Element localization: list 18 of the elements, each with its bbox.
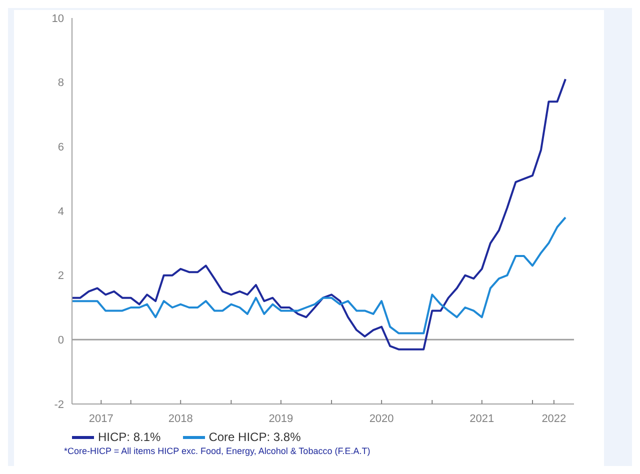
y-tick-label: -2 bbox=[54, 398, 64, 411]
line-series bbox=[72, 216, 566, 334]
x-tick-label: 2022 bbox=[542, 412, 566, 425]
legend-label: Core HICP: 3.8% bbox=[208, 430, 301, 444]
line-series bbox=[72, 78, 566, 350]
x-tick-label: 2018 bbox=[168, 412, 193, 425]
x-tick-label: 2017 bbox=[88, 412, 114, 425]
legend-label: HICP: 8.1% bbox=[98, 430, 161, 444]
x-tick-label: 2019 bbox=[268, 412, 294, 425]
x-tick-label: 2020 bbox=[369, 412, 394, 425]
x-tick-label: 2021 bbox=[470, 412, 494, 425]
y-tick-label: 10 bbox=[52, 12, 64, 25]
y-tick-label: 2 bbox=[58, 270, 64, 282]
y-tick-label: 4 bbox=[58, 206, 64, 218]
text: *Core-HICP = All items HICP exc. Food, Energy, Alcohol & Tobacco (F.E.A.T) bbox=[64, 446, 372, 456]
y-tick-label: 6 bbox=[58, 142, 64, 154]
y-tick-label: 0 bbox=[58, 334, 64, 347]
y-tick-label: 8 bbox=[58, 77, 64, 90]
